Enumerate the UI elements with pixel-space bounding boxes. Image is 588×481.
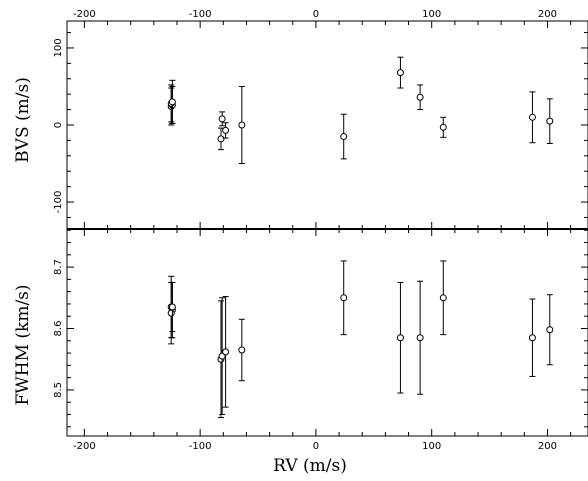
fwhm-data-point [168,281,176,333]
fwhm-data-point [396,281,404,394]
fwhm-marker [546,326,554,334]
fwhm-data-point [167,281,175,345]
fwhm-marker [340,294,348,302]
bvs-x-tick-label: 200 [538,9,557,20]
bvs-data-point [340,113,348,160]
bvs-data-point [238,85,246,165]
fwhm-marker [439,294,447,302]
fwhm-data-point [218,297,226,416]
fwhm-marker [396,334,404,342]
bvs-marker [439,123,447,131]
fwhm-x-tick-label: 200 [538,441,557,452]
bvs-y-tick-label: 100 [53,38,64,57]
bvs-x-tick-label: 0 [313,9,319,20]
bvs-ticks [67,21,588,229]
bvs-marker [396,69,404,77]
fwhm-ticks [67,229,588,436]
fwhm-marker [167,309,175,317]
fwhm-x-tick-label: -200 [73,441,96,452]
bvs-data-point [528,91,536,144]
fwhm-x-tick-label: 0 [313,441,319,452]
bvs-marker [168,98,176,106]
fwhm-marker [528,334,536,342]
bvs-x-tick-label: -100 [189,9,212,20]
bvs-data-point [217,127,225,151]
fwhm-y-tick-label: 8.7 [53,259,64,275]
bvs-panel: -200 -100 0 100 200 -100 0 100 [53,9,588,230]
bvs-marker [222,126,230,134]
bvs-marker [217,135,225,143]
bvs-plot-frame [66,20,588,230]
bvs-tick-labels: -200 -100 0 100 200 -100 0 100 [53,9,557,213]
fwhm-y-tick-label: 8.6 [53,321,64,337]
fwhm-marker [416,334,424,342]
fwhm-tick-labels: -200 -100 0 100 200 8.5 8.6 8.7 [53,259,557,452]
fwhm-data-point [222,296,230,408]
bvs-data-point [222,122,230,139]
bvs-x-tick-label: 100 [422,9,441,20]
bvs-data-point [416,84,424,111]
bvs-data-point [168,79,176,124]
fwhm-data-point [416,280,424,395]
fwhm-data-point [439,260,447,336]
bvs-marker [528,113,536,121]
bvs-y-tick-label: -100 [53,191,64,214]
bvs-x-tick-label: -200 [73,9,96,20]
fwhm-data-point [340,260,348,336]
fwhm-x-tick-label: -100 [189,441,212,452]
bvs-data-point [546,98,554,144]
fwhm-panel: -200 -100 0 100 200 8.5 8.6 8.7 [53,228,588,452]
fwhm-marker [238,346,246,354]
bvs-y-axis-title: BVS (m/s) [13,77,33,163]
fwhm-data-point [546,294,554,366]
bvs-marker [340,133,348,141]
rv-x-axis-title: RV (m/s) [273,456,347,476]
bvs-marker [238,121,246,129]
bvs-data-point [439,116,447,138]
fwhm-data-point [238,318,246,382]
fwhm-data-point [528,298,536,377]
fwhm-marker [222,348,230,356]
bvs-data-points [167,56,554,165]
bvs-marker [416,93,424,101]
fwhm-marker [168,303,176,311]
bvs-marker [218,115,226,123]
bvs-data-point [396,56,404,89]
fwhm-y-tick-label: 8.5 [53,382,64,398]
bvs-data-point [218,111,226,127]
bvs-marker [546,117,554,125]
fwhm-data-points [167,260,554,419]
fwhm-y-axis-title: FWHM (km/s) [13,284,33,405]
bvs-y-tick-label: 0 [53,122,64,128]
fwhm-x-tick-label: 100 [422,441,441,452]
fwhm-plot-frame [66,228,588,437]
